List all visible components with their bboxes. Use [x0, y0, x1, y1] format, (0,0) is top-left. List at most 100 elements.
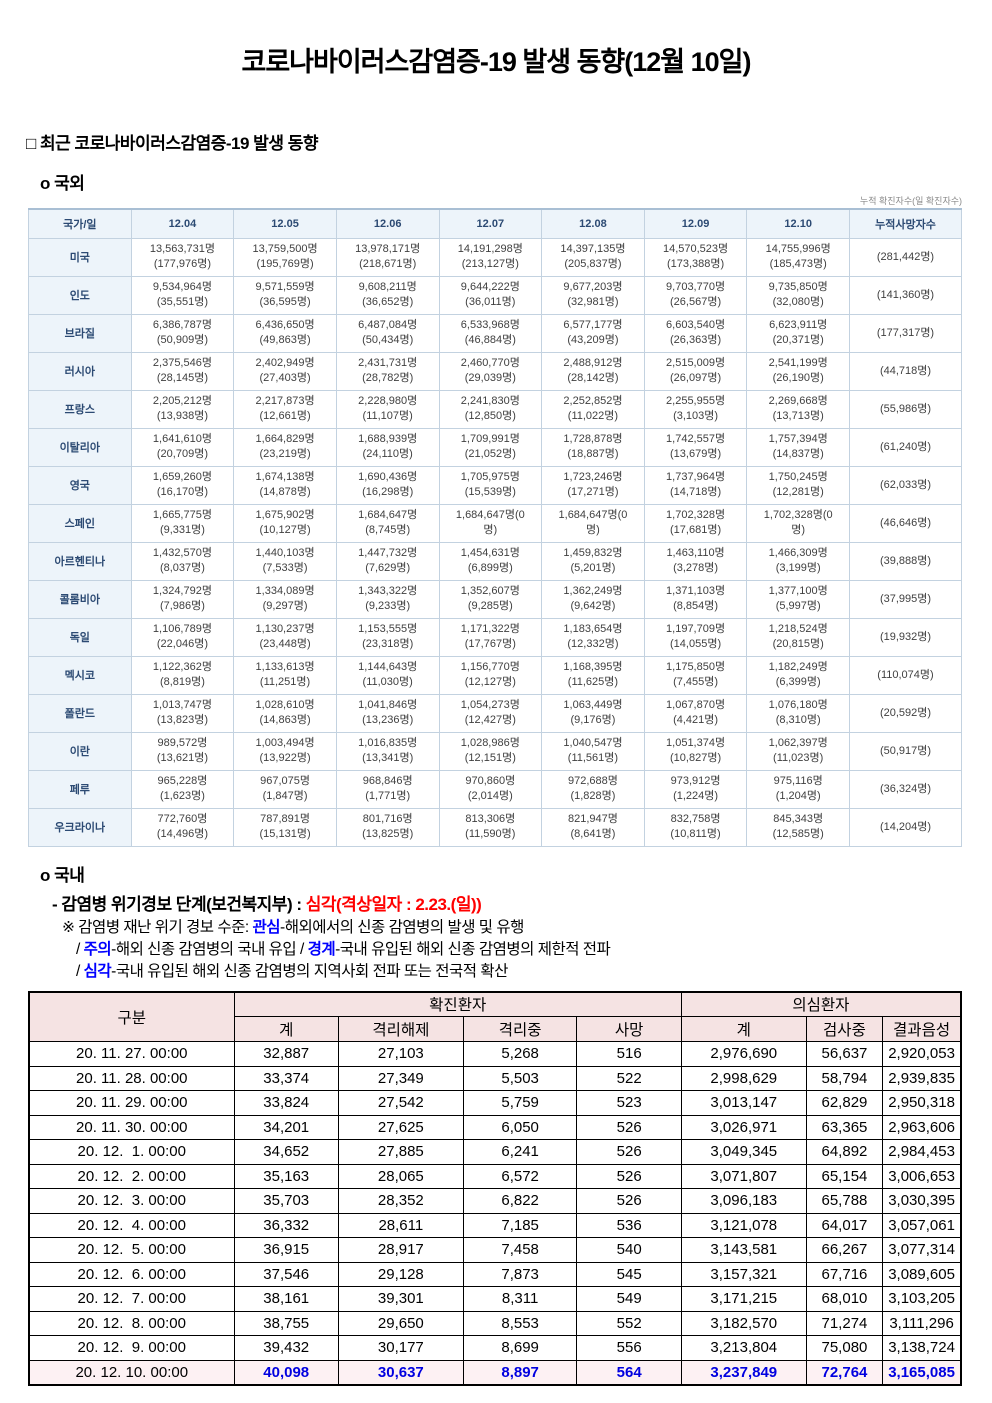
daily-confirmed: (12,281명)	[772, 486, 824, 498]
cumulative-confirmed: 2,241,830명	[460, 395, 520, 407]
count-cell: 34,652	[233, 1139, 339, 1165]
count-cell: 27,625	[337, 1114, 464, 1140]
date-cell: 20. 12. 10. 00:00	[28, 1359, 235, 1385]
daily-confirmed: (12,332명)	[567, 638, 619, 650]
confirmed-cell: 9,608,211명 (36,652명)	[335, 275, 440, 315]
cumulative-confirmed: 975,116명	[773, 775, 823, 787]
confirmed-cell: 1,051,374명 (10,827명)	[643, 731, 748, 771]
cumulative-confirmed: 965,228명	[157, 775, 208, 787]
confirmed-cell: 1,684,647명(0 명)	[541, 503, 645, 543]
cumulative-deaths-cell: (177,317명)	[849, 313, 962, 353]
cumulative-confirmed: 1,156,770명	[460, 661, 520, 673]
cumulative-confirmed: 1,171,322명	[460, 623, 520, 635]
daily-confirmed: (195,769명)	[256, 258, 314, 270]
count-cell: 2,984,453	[882, 1139, 962, 1165]
overseas-table-row: 영국 1,659,260명 (16,170명) 1,674,138명 (14,878명)…	[28, 465, 962, 505]
country-cell: 미국	[28, 237, 132, 277]
overseas-table-row: 이란 989,572명 (13,621명) 1,003,494명 (13,922명) 1,…	[28, 731, 962, 771]
daily-confirmed: (20,815명)	[772, 638, 824, 650]
confirmed-cell: 1,665,775명 (9,331명)	[130, 503, 235, 543]
cumulative-confirmed: 1,054,273명	[460, 699, 520, 711]
count-cell: 556	[576, 1335, 682, 1361]
daily-confirmed: (17,767명)	[464, 638, 516, 650]
confirmed-cell: 772,760명 (14,496명)	[130, 807, 235, 847]
domestic-sub-header: 격리중	[462, 1016, 578, 1042]
confirmed-cell: 14,191,298명 (213,127명)	[438, 237, 543, 277]
confirmed-cell: 1,183,654명 (12,332명)	[541, 617, 645, 657]
daily-confirmed: (10,811명)	[670, 828, 721, 840]
count-cell: 75,080	[805, 1335, 884, 1361]
domestic-group-header: 확진환자	[233, 991, 682, 1017]
confirmed-cell: 1,168,395명 (11,625명)	[541, 655, 645, 695]
count-cell: 36,915	[233, 1237, 339, 1263]
overseas-table: 국가/일 12.04 12.05 12.06 12.07 12.08 12.09 12.10 누…	[28, 208, 962, 847]
daily-confirmed: (15,539명)	[464, 486, 516, 498]
text-segment: /	[76, 962, 84, 980]
overseas-heading: o 국외	[40, 174, 85, 193]
count-cell: 5,503	[462, 1065, 578, 1091]
confirmed-cell: 2,217,873명 (12,661명)	[233, 389, 337, 429]
confirmed-cell: 2,205,212명 (13,938명)	[130, 389, 235, 429]
overseas-column-header: 12.07	[438, 208, 543, 239]
count-cell: 66,267	[805, 1237, 884, 1263]
count-cell: 6,050	[462, 1114, 578, 1140]
confirmed-cell: 1,013,747명 (13,823명)	[130, 693, 235, 733]
count-cell: 5,268	[462, 1041, 578, 1067]
daily-confirmed: (13,621명)	[156, 752, 208, 764]
confirmed-cell: 1,133,613명 (11,251명)	[233, 655, 337, 695]
alert-note-line: / 주의-해외 신종 감염병의 국내 유입 / 경계-국내 유입된 해외 신종 …	[76, 939, 992, 961]
date-cell: 20. 12. 7. 00:00	[28, 1286, 235, 1312]
cumulative-confirmed: 821,947명	[567, 813, 618, 825]
cumulative-confirmed: 1,003,494명	[255, 737, 315, 749]
daily-confirmed: (11,590명)	[465, 828, 516, 840]
confirmed-cell: 14,755,996명 (185,473명)	[746, 237, 850, 277]
confirmed-cell: 1,324,792명 (7,986명)	[130, 579, 235, 619]
confirmed-cell: 1,674,138명 (14,878명)	[233, 465, 337, 505]
count-cell: 27,349	[337, 1065, 464, 1091]
daily-confirmed: (32,981명)	[567, 296, 619, 308]
cumulative-confirmed: 14,570,523명	[662, 243, 729, 255]
confirmed-cell: 1,054,273명 (12,427명)	[438, 693, 543, 733]
confirmed-cell: 1,016,835명 (13,341명)	[335, 731, 440, 771]
country-cell: 아르헨티나	[28, 541, 132, 581]
cumulative-confirmed: 968,846명	[362, 775, 413, 787]
confirmed-cell: 14,570,523명 (173,388명)	[643, 237, 748, 277]
count-cell: 516	[576, 1041, 682, 1067]
count-cell: 2,939,835	[882, 1065, 962, 1091]
overseas-table-row: 러시아 2,375,546명 (28,145명) 2,402,949명 (27,403명…	[28, 351, 962, 391]
date-cell: 20. 11. 28. 00:00	[28, 1065, 235, 1091]
count-cell: 6,241	[462, 1139, 578, 1165]
cumulative-deaths-cell: (14,204명)	[849, 807, 962, 847]
daily-confirmed: (7,455명)	[673, 676, 719, 688]
cumulative-confirmed: 9,571,559명	[255, 281, 315, 293]
domestic-table-row: 20. 12. 10. 00:00 40,098 30,637 8,897 564 3,2…	[28, 1359, 962, 1385]
cumulative-confirmed: 832,758명	[670, 813, 721, 825]
count-cell: 65,788	[805, 1188, 884, 1214]
daily-confirmed: (36,595명)	[259, 296, 311, 308]
confirmed-cell: 1,675,902명 (10,127명)	[233, 503, 337, 543]
confirmed-cell: 2,541,199명 (26,190명)	[746, 351, 850, 391]
confirmed-cell: 1,432,570명 (8,037명)	[130, 541, 235, 581]
daily-confirmed: (9,297명)	[262, 600, 308, 612]
daily-confirmed: (17,681명)	[670, 524, 722, 536]
cumulative-confirmed: 1,133,613명	[255, 661, 315, 673]
cumulative-confirmed: 1,040,547명	[563, 737, 623, 749]
confirmed-cell: 9,677,203명 (32,981명)	[541, 275, 645, 315]
daily-confirmed: (20,371명)	[772, 334, 824, 346]
cumulative-confirmed: 1,362,249명	[563, 585, 623, 597]
overseas-table-row: 아르헨티나 1,432,570명 (8,037명) 1,440,103명 (7,533명…	[28, 541, 962, 581]
confirmed-cell: 845,343명 (12,585명)	[746, 807, 850, 847]
count-cell: 34,201	[233, 1114, 339, 1140]
alert-note-line: ※ 감염병 재난 위기 경보 수준: 관심-해외에서의 신종 감염병의 발생 및…	[62, 917, 992, 939]
daily-confirmed: (12,585명)	[772, 828, 824, 840]
confirmed-cell: 2,431,731명 (28,782명)	[335, 351, 440, 391]
count-cell: 27,103	[337, 1041, 464, 1067]
confirmed-cell: 13,978,171명 (218,671명)	[335, 237, 440, 277]
cumulative-confirmed: 2,431,731명	[358, 357, 418, 369]
confirmed-cell: 1,171,322명 (17,767명)	[438, 617, 543, 657]
count-cell: 526	[576, 1139, 682, 1165]
domestic-table-row: 20. 12. 4. 00:00 36,332 28,611 7,185 536 3,12…	[28, 1212, 962, 1238]
cumulative-confirmed: 1,742,557명	[666, 433, 726, 445]
cumulative-confirmed: 1,466,309명	[768, 547, 828, 559]
confirmed-cell: 970,860명 (2,014명)	[438, 769, 543, 809]
